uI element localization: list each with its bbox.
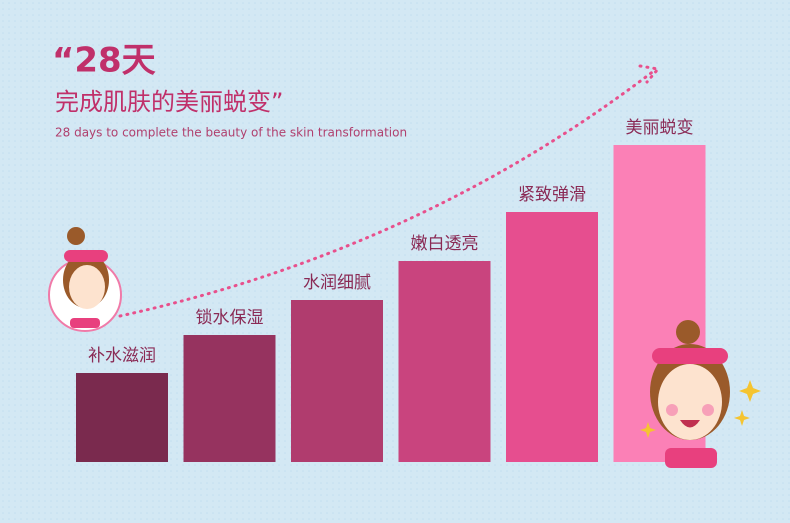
girl-small [48,227,122,332]
bar-label: 补水滋润 [88,346,156,366]
chart-subtitle: 完成肌肤的美丽蜕变” [55,88,283,116]
bar-label: 嫩白透亮 [411,234,479,254]
bar-label: 水润细腻 [303,273,371,293]
caption: 28 days to complete the beauty of the sk… [55,126,407,140]
bar [398,261,491,462]
bar [506,212,598,462]
bar-label: 美丽蜕变 [626,118,694,138]
bar-label: 紧致弹滑 [518,185,586,205]
arrow-head [638,64,661,84]
chart-title: “28天 [52,41,156,81]
bar [183,335,276,462]
bar-label: 锁水保湿 [196,308,264,328]
girl-large [640,320,761,468]
bar [291,300,383,462]
bar [76,373,168,462]
trend-arrow [118,68,657,318]
